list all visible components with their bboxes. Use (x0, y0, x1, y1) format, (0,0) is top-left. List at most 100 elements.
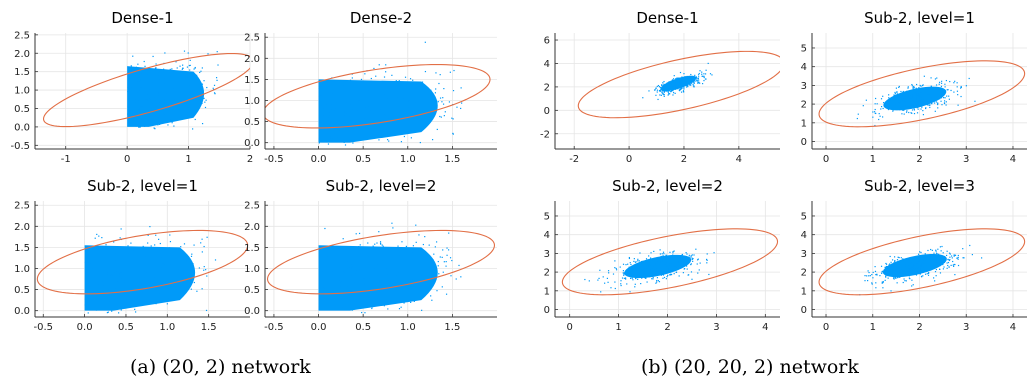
data-point (186, 77, 188, 80)
data-point (872, 271, 874, 274)
data-point (400, 92, 402, 94)
data-point (187, 52, 189, 54)
data-point (671, 86, 674, 88)
data-point (359, 118, 362, 120)
data-point (671, 84, 673, 87)
data-point (660, 259, 662, 261)
data-point (364, 91, 366, 93)
data-point (887, 107, 889, 110)
panel-title: Dense-1 (111, 9, 173, 27)
data-point (938, 83, 940, 85)
data-point (177, 117, 179, 119)
data-point (406, 252, 408, 254)
data-point (421, 282, 423, 284)
data-point (919, 84, 921, 87)
data-point (630, 277, 632, 279)
data-point (902, 99, 904, 101)
data-point (136, 96, 138, 98)
data-point (217, 64, 219, 66)
data-point (703, 73, 705, 75)
data-point (939, 91, 942, 93)
data-point (686, 85, 688, 87)
data-point (376, 275, 379, 277)
data-point (168, 298, 170, 300)
data-point (391, 283, 393, 285)
data-point (184, 86, 186, 89)
data-point (962, 257, 964, 259)
data-point (150, 245, 152, 247)
data-point (919, 105, 922, 107)
data-point (331, 259, 333, 261)
data-point (671, 263, 673, 265)
data-point (914, 96, 916, 98)
data-point (326, 135, 328, 137)
data-point (920, 103, 922, 106)
y-tick-label: 1 (801, 118, 807, 129)
data-point (681, 85, 684, 88)
data-point (656, 269, 658, 271)
data-point (691, 254, 693, 256)
data-point (391, 117, 394, 119)
data-point (366, 102, 368, 104)
data-point (358, 95, 361, 97)
data-point (350, 110, 353, 112)
data-point (388, 262, 391, 264)
data-point (903, 109, 905, 112)
data-point (650, 264, 652, 266)
data-point (153, 127, 155, 129)
data-point (954, 274, 956, 276)
data-point (912, 259, 914, 261)
data-point (880, 98, 883, 100)
data-point (364, 286, 366, 288)
data-point (321, 134, 324, 136)
data-point (663, 94, 665, 96)
data-point (162, 110, 164, 112)
data-point (125, 273, 127, 275)
data-point (693, 81, 695, 84)
data-point (918, 257, 920, 259)
data-point (653, 266, 656, 268)
data-point (177, 105, 180, 107)
data-point (102, 294, 104, 297)
data-point (137, 63, 139, 65)
data-point (105, 286, 107, 288)
data-point (322, 269, 324, 271)
data-point (379, 242, 382, 244)
data-point (373, 67, 375, 70)
data-point (351, 108, 353, 110)
data-point (915, 269, 917, 271)
data-point (329, 125, 331, 128)
data-point (181, 68, 183, 70)
data-point (199, 100, 201, 102)
data-point (677, 84, 679, 86)
data-point (874, 103, 876, 105)
data-point (658, 89, 661, 92)
data-point (449, 71, 451, 73)
data-point (347, 98, 349, 100)
data-point (899, 103, 901, 106)
data-point (359, 92, 361, 95)
data-point (343, 115, 345, 117)
data-point (106, 257, 109, 259)
data-point (864, 275, 866, 277)
panel-title: Dense-2 (350, 9, 412, 27)
data-point (915, 92, 918, 94)
data-point (128, 267, 130, 269)
data-point (133, 98, 136, 100)
data-point (370, 86, 372, 88)
data-point (155, 68, 157, 70)
data-point (711, 74, 713, 76)
data-point (900, 271, 902, 273)
data-point (607, 270, 610, 272)
data-point (385, 268, 387, 270)
data-point (196, 87, 199, 89)
data-point (620, 280, 622, 282)
data-point (927, 263, 929, 266)
data-point (386, 128, 388, 130)
x-tick-label: 1.0 (159, 322, 175, 333)
data-point (678, 82, 680, 84)
data-point (669, 87, 672, 89)
data-point (925, 91, 927, 94)
data-point (647, 265, 649, 267)
data-point (186, 75, 188, 77)
